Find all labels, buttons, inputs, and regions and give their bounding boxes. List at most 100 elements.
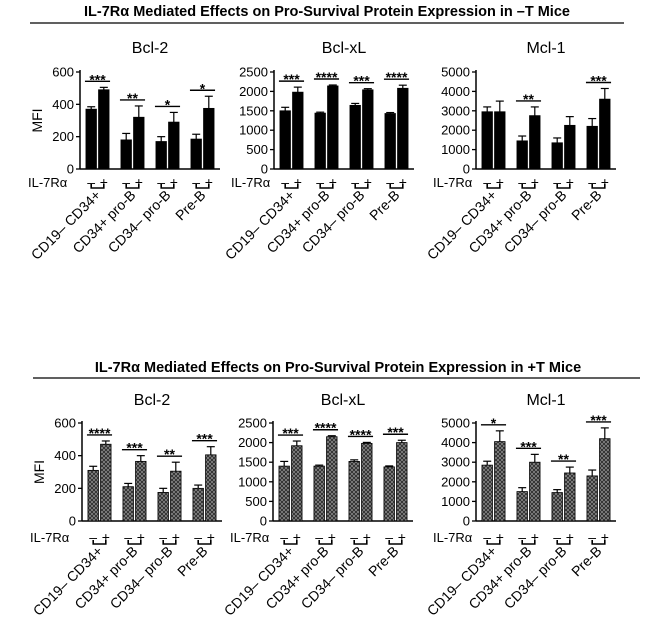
il7r-sign: –	[483, 174, 491, 190]
y-tick-label: 500	[246, 142, 268, 157]
category-label: Pre-B	[172, 187, 209, 224]
significance-label: ***	[89, 71, 106, 87]
significance-label: *	[200, 80, 206, 96]
significance-label: **	[523, 91, 534, 107]
y-tick-label: 400	[52, 97, 74, 112]
pair-bracket	[92, 540, 107, 545]
bar	[516, 140, 528, 170]
significance-label: ****	[89, 425, 111, 441]
pair-bracket	[354, 184, 369, 189]
il7r-sign: –	[483, 529, 491, 545]
bar	[135, 460, 147, 522]
bar	[516, 491, 528, 522]
il7r-sign: +	[601, 529, 609, 545]
pair-bracket	[388, 540, 403, 545]
bar	[384, 113, 396, 170]
il7r-sign: –	[316, 174, 324, 190]
y-tick-label: 200	[54, 481, 76, 496]
y-tick-label: 600	[54, 416, 76, 431]
bar	[362, 89, 374, 170]
significance-label: **	[164, 446, 175, 462]
il7r-sign: +	[601, 174, 609, 190]
bar	[314, 112, 326, 170]
significance-label: ***	[590, 412, 607, 428]
il7r-sign: –	[351, 174, 359, 190]
il7r-sign: +	[102, 529, 110, 545]
bar	[291, 445, 303, 522]
il7r-sign: +	[496, 174, 504, 190]
bar	[348, 461, 360, 522]
bar	[100, 443, 112, 522]
il7r-sign: –	[518, 529, 526, 545]
y-tick-label: 3000	[441, 455, 470, 470]
il7r-label: IL-7Rα	[433, 175, 473, 190]
il7r-sign: –	[280, 529, 288, 545]
bar	[551, 142, 563, 170]
y-axis-label: MFI	[31, 460, 47, 484]
bar	[551, 492, 563, 522]
y-tick-label: 2500	[238, 416, 267, 431]
il7r-sign: +	[363, 529, 371, 545]
significance-label: ****	[316, 69, 338, 85]
panel-title: Mcl-1	[526, 40, 565, 57]
pair-bracket	[486, 540, 501, 545]
bar	[529, 461, 541, 522]
pair-bracket	[521, 184, 536, 189]
bar	[529, 115, 541, 170]
y-axis-label: MFI	[29, 108, 45, 132]
il7r-sign: –	[588, 174, 596, 190]
pair-bracket	[521, 540, 536, 545]
pair-bracket	[591, 540, 606, 545]
significance-label: ****	[315, 420, 337, 436]
il7r-label: IL-7Rα	[230, 530, 270, 545]
category-label: Pre-B	[568, 543, 605, 580]
bar	[481, 464, 493, 522]
pair-bracket	[127, 540, 142, 545]
panel-title: Bcl-xL	[322, 40, 367, 57]
significance-label: **	[558, 451, 569, 467]
il7r-sign: +	[566, 174, 574, 190]
bar	[481, 111, 493, 170]
y-tick-label: 2000	[441, 474, 470, 489]
il7r-sign: +	[398, 529, 406, 545]
il7r-sign: +	[329, 174, 337, 190]
bar	[120, 139, 132, 170]
bar	[599, 438, 611, 522]
il7r-sign: +	[566, 529, 574, 545]
bar	[586, 125, 598, 170]
il7r-sign: –	[122, 174, 130, 190]
y-tick-label: 5000	[441, 416, 470, 431]
panel-title: Bcl-xL	[321, 392, 366, 409]
il7r-sign: +	[100, 174, 108, 190]
panel-title: Bcl-2	[134, 392, 171, 409]
il7r-sign: –	[315, 529, 323, 545]
pair-bracket	[162, 540, 177, 545]
figure-title-minus-t: IL-7Rα Mediated Effects on Pro-Survival …	[84, 4, 570, 20]
significance-label: ***	[196, 431, 213, 447]
il7r-sign: +	[135, 174, 143, 190]
y-tick-label: 0	[463, 162, 470, 177]
y-tick-label: 1500	[239, 103, 268, 118]
y-tick-label: 0	[67, 162, 74, 177]
bar	[326, 436, 338, 522]
il7r-sign: +	[531, 529, 539, 545]
y-tick-label: 4000	[441, 435, 470, 450]
bar	[168, 121, 180, 170]
il7r-sign: –	[192, 174, 200, 190]
il7r-sign: –	[157, 174, 165, 190]
il7r-sign: +	[294, 174, 302, 190]
significance-label: *	[165, 96, 171, 112]
significance-label: ***	[282, 425, 299, 441]
pair-bracket	[125, 184, 140, 189]
il7r-sign: –	[385, 529, 393, 545]
panel-title: Mcl-1	[526, 392, 565, 409]
category-label: Pre-B	[366, 187, 403, 224]
y-tick-label: 5000	[441, 65, 470, 80]
bar	[397, 87, 409, 170]
bar	[157, 492, 169, 522]
il7r-sign: +	[496, 529, 504, 545]
il7r-sign: +	[364, 174, 372, 190]
y-tick-label: 500	[245, 494, 267, 509]
bar	[87, 469, 99, 522]
